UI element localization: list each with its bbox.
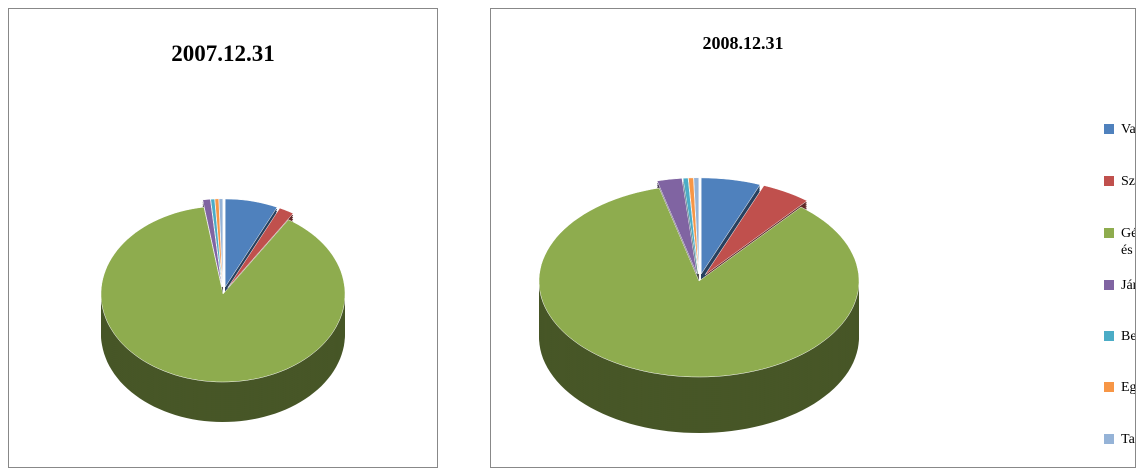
slice	[700, 177, 761, 275]
slice	[100, 206, 346, 383]
slice	[656, 178, 698, 275]
legend-swatch	[1104, 176, 1114, 186]
legend-label: Szellemi termékek	[1121, 174, 1135, 189]
legend-swatch	[1104, 382, 1114, 392]
legend-swatch	[1104, 124, 1114, 134]
legend-swatch	[1104, 331, 1114, 341]
legend-item: Szellemi termékek	[1104, 173, 1135, 190]
legend-item: Egyéb tartós részesedés	[1104, 379, 1136, 396]
legend-swatch	[1104, 434, 1114, 444]
slice	[682, 177, 699, 274]
legend-item: Tartósan adott kölcsönök	[1104, 431, 1135, 448]
slice	[693, 177, 700, 274]
slice	[688, 177, 699, 274]
slice	[218, 198, 224, 287]
slice	[202, 198, 222, 287]
chart-title: 2007.12.31	[171, 41, 275, 66]
legend-item: Beruházások, felújítások	[1104, 328, 1136, 345]
slice-side	[683, 180, 699, 276]
slice-side	[683, 182, 699, 278]
legend-item: Vagyoni értékű jogok	[1104, 121, 1136, 138]
chart-panel: 2007.12.31	[8, 8, 438, 468]
slice	[214, 198, 223, 287]
legend-label: Beruházások, felújítások	[1121, 329, 1136, 344]
legend-item: Járművek	[1104, 277, 1135, 294]
slice	[227, 207, 294, 288]
slice	[224, 198, 278, 288]
legend-label: Gépek, berendezések és felszerelések	[1121, 226, 1135, 258]
legend-swatch	[1104, 280, 1114, 290]
pie-svg	[538, 177, 860, 433]
chart-panel: 2008.12.31 Vagyoni értékű jogok Szellemi …	[490, 8, 1136, 468]
chart-title: 2008.12.31	[702, 33, 784, 53]
slice	[538, 187, 860, 378]
legend-item: Gépek, berendezések és felszerelések	[1104, 225, 1135, 259]
legend-label: Egyéb tartós részesedés	[1121, 380, 1136, 395]
legend-label: Járművek	[1121, 278, 1135, 293]
legend-swatch	[1104, 228, 1114, 238]
pie-svg	[100, 198, 346, 422]
slice	[704, 185, 808, 276]
legend-label: Tartósan adott kölcsönök	[1121, 432, 1135, 447]
slice	[210, 198, 223, 287]
legend-label: Vagyoni értékű jogok	[1121, 122, 1136, 137]
